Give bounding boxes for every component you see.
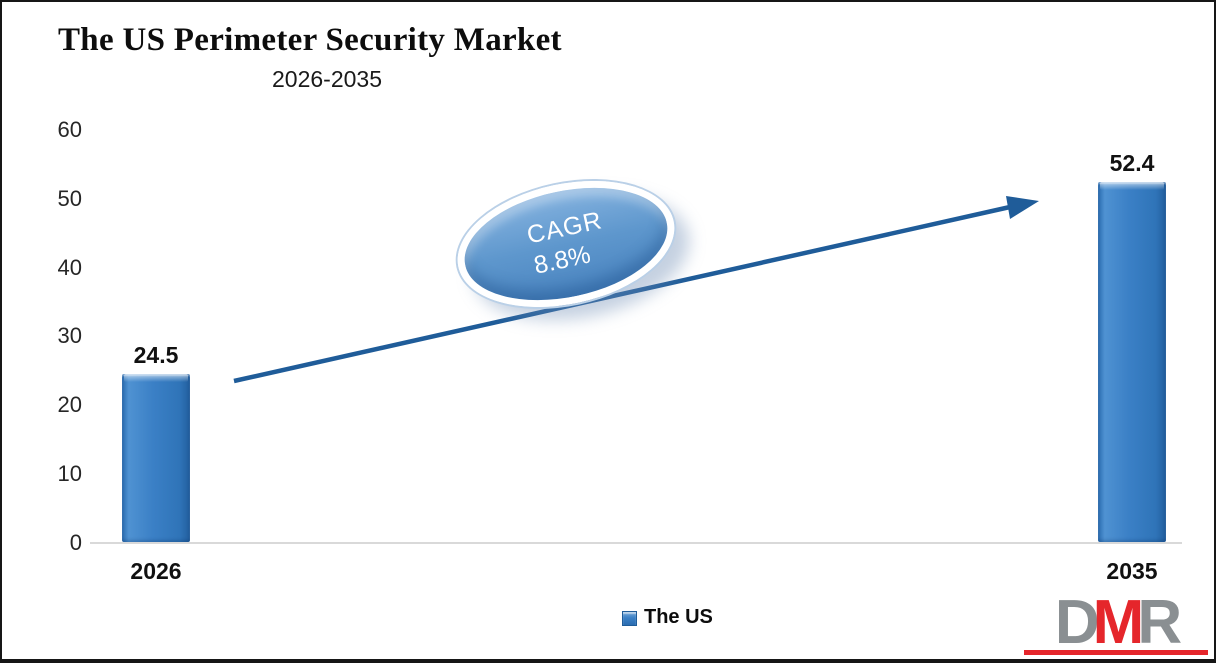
cagr-badge: CAGR 8.8% bbox=[445, 162, 687, 326]
logo-underline bbox=[1024, 650, 1208, 655]
bar-2026 bbox=[122, 373, 190, 542]
y-axis-tick-label: 0 bbox=[69, 530, 82, 555]
y-axis-tick-label: 40 bbox=[57, 255, 82, 280]
legend: The US bbox=[622, 606, 713, 629]
dmr-logo: DMR bbox=[1022, 592, 1208, 655]
trend-arrow-head bbox=[1006, 196, 1039, 219]
chart-subtitle: 2026-2035 bbox=[272, 66, 382, 92]
y-axis-tick-label: 10 bbox=[57, 461, 82, 486]
legend-label: The US bbox=[644, 606, 713, 628]
dmr-logo-letters: DMR bbox=[1022, 592, 1208, 654]
y-axis-tick-label: 20 bbox=[57, 392, 82, 417]
chart-title: The US Perimeter Security Market bbox=[58, 22, 562, 58]
y-axis-tick-label: 60 bbox=[57, 117, 82, 142]
logo-letter-r: R bbox=[1137, 588, 1182, 658]
value-label-2035: 52.4 bbox=[1109, 150, 1155, 177]
x-axis-label-2035: 2035 bbox=[1106, 558, 1158, 584]
bar-2035 bbox=[1098, 182, 1166, 542]
y-axis-tick-label: 30 bbox=[57, 323, 82, 348]
x-axis-label-2026: 2026 bbox=[130, 558, 182, 584]
value-label-2026: 24.5 bbox=[133, 341, 179, 368]
x-axis-line bbox=[90, 542, 1182, 544]
logo-letter-m: M bbox=[1092, 588, 1145, 658]
cagr-label: CAGR bbox=[524, 206, 605, 250]
legend-marker-square-icon bbox=[622, 611, 637, 626]
y-axis-tick-label: 50 bbox=[57, 186, 82, 211]
logo-letter-d: D bbox=[1054, 588, 1100, 658]
